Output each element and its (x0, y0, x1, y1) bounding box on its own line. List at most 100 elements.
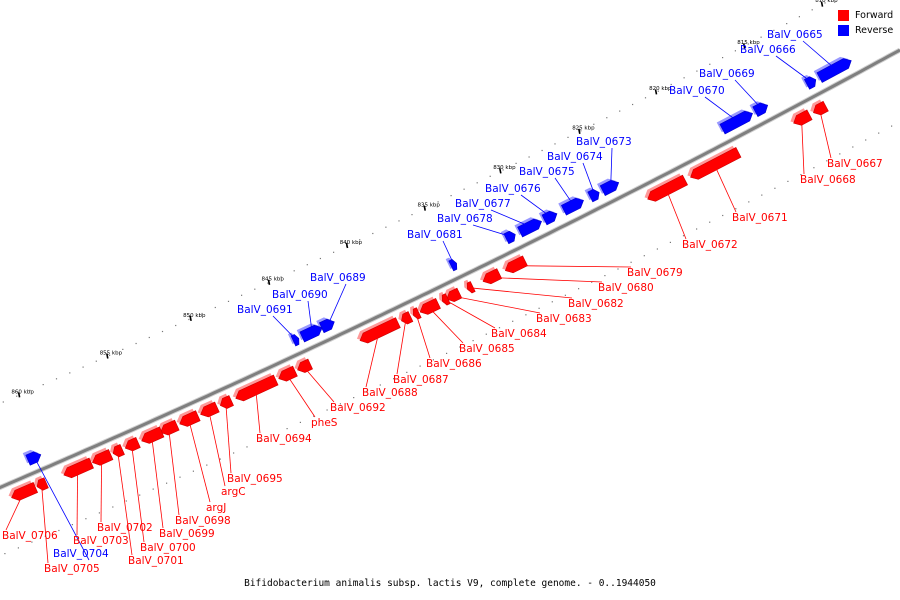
gene-BalV_0682[interactable] (462, 279, 476, 295)
tick-label: 835 kbp (418, 202, 441, 208)
gene-BalV_0695[interactable] (215, 393, 234, 412)
gene-label-BalV_0703[interactable]: BalV_0703 (73, 535, 129, 547)
gene-BalV_0694[interactable] (230, 372, 279, 404)
tick-mark (654, 89, 658, 95)
gene-leader-line (734, 79, 762, 109)
gene-label-BalV_0702[interactable]: BalV_0702 (97, 522, 153, 534)
gene-BalV_0690[interactable] (296, 320, 325, 343)
gene-pheS[interactable] (273, 363, 298, 384)
gene-label-BalV_0681[interactable]: BalV_0681 (407, 229, 463, 241)
gene-BalV_0669[interactable] (749, 98, 771, 118)
scale-dot (722, 57, 724, 59)
gene-label-BalV_0698[interactable]: BalV_0698 (175, 515, 231, 527)
gene-BalV_0667[interactable] (808, 99, 829, 119)
gene-label-BalV_0683[interactable]: BalV_0683 (536, 313, 592, 325)
gene-argJ[interactable] (174, 408, 201, 430)
gene-label-BalV_0686[interactable]: BalV_0686 (426, 358, 482, 370)
gene-label-BalV_0691[interactable]: BalV_0691 (237, 304, 293, 316)
gene-BalV_0675[interactable] (558, 193, 586, 216)
gene-label-BalV_0699[interactable]: BalV_0699 (159, 528, 215, 540)
gene-label-BalV_0680[interactable]: BalV_0680 (598, 282, 654, 294)
gene-label-pheS[interactable]: pheS (311, 417, 338, 429)
gene-label-BalV_0687[interactable]: BalV_0687 (393, 374, 449, 386)
gene-BalV_0678[interactable] (500, 227, 518, 245)
gene-BalV_0704[interactable] (22, 447, 43, 466)
gene-label-BalV_0704[interactable]: BalV_0704 (53, 548, 109, 560)
gene-label-BalV_0675[interactable]: BalV_0675 (519, 166, 575, 178)
backbone-line (0, 48, 900, 490)
scale-dot (201, 312, 203, 315)
gene-label-BalV_0690[interactable]: BalV_0690 (272, 289, 328, 301)
gene-BalV_0665[interactable] (813, 53, 854, 83)
gene-BalV_0671[interactable] (685, 145, 742, 183)
gene-label-BalV_0684[interactable]: BalV_0684 (491, 328, 547, 340)
gene-BalV_0681[interactable] (445, 256, 459, 272)
tick-mark (423, 205, 426, 211)
gene-BalV_0668[interactable] (788, 107, 813, 129)
scale-dot (811, 9, 813, 11)
gene-BalV_0698[interactable] (155, 417, 180, 438)
gene-BalV_0705[interactable] (32, 475, 49, 493)
gene-label-BalV_0706[interactable]: BalV_0706 (2, 530, 58, 542)
gene-label-BalV_0679[interactable]: BalV_0679 (627, 267, 683, 279)
gene-label-BalV_0705[interactable]: BalV_0705 (44, 563, 100, 575)
gene-BalV_0691[interactable] (287, 331, 301, 347)
gene-arrow (112, 444, 125, 458)
scale-dot (734, 50, 736, 52)
gene-label-BalV_0682[interactable]: BalV_0682 (568, 298, 624, 310)
scale-dot (58, 529, 60, 532)
gene-label-BalV_0671[interactable]: BalV_0671 (732, 212, 788, 224)
gene-BalV_0687[interactable] (396, 309, 414, 327)
gene-label-BalV_0685[interactable]: BalV_0685 (459, 343, 515, 355)
gene-arrow (466, 281, 476, 294)
gene-label-BalV_0688[interactable]: BalV_0688 (362, 387, 418, 399)
gene-BalV_0673[interactable] (597, 175, 621, 197)
gene-label-BalV_0674[interactable]: BalV_0674 (547, 151, 603, 163)
gene-BalV_0677[interactable] (514, 214, 544, 238)
gene-label-BalV_0669[interactable]: BalV_0669 (699, 68, 755, 80)
gene-BalV_0692[interactable] (292, 356, 313, 375)
gene-label-BalV_0665[interactable]: BalV_0665 (767, 29, 823, 41)
gene-label-BalV_0692[interactable]: BalV_0692 (330, 402, 386, 414)
gene-BalV_0702[interactable] (87, 447, 114, 469)
gene-label-BalV_0666[interactable]: BalV_0666 (740, 44, 796, 56)
gene-BalV_0688[interactable] (355, 315, 401, 347)
gene-BalV_0684[interactable] (437, 291, 451, 307)
gene-label-BalV_0700[interactable]: BalV_0700 (140, 542, 196, 554)
gene-BalV_0706[interactable] (6, 480, 39, 504)
gene-BalV_0685[interactable] (415, 296, 441, 318)
scale-dot (179, 476, 181, 478)
gene-BalV_0703[interactable] (59, 455, 94, 481)
gene-label-BalV_0695[interactable]: BalV_0695 (227, 473, 283, 485)
gene-BalV_0672[interactable] (642, 172, 688, 205)
gene-label-BalV_0677[interactable]: BalV_0677 (455, 198, 511, 210)
gene-label-BalV_0672[interactable]: BalV_0672 (682, 239, 738, 251)
gene-label-BalV_0667[interactable]: BalV_0667 (827, 158, 883, 170)
gene-label-BalV_0673[interactable]: BalV_0673 (576, 136, 632, 148)
gene-BalV_0701[interactable] (108, 442, 125, 460)
gene-label-BalV_0701[interactable]: BalV_0701 (128, 555, 184, 567)
gene-arrow (587, 189, 600, 203)
gene-BalV_0699[interactable] (136, 424, 165, 447)
gene-label-BalV_0694[interactable]: BalV_0694 (256, 433, 312, 445)
gene-label-BalV_0678[interactable]: BalV_0678 (437, 213, 493, 225)
gene-BalV_0676[interactable] (538, 206, 560, 226)
scale-dot (800, 174, 802, 176)
scale-dot (293, 270, 295, 272)
scale-dot (152, 488, 154, 490)
gene-label-argJ[interactable]: argJ (206, 502, 226, 514)
gene-BalV_0680[interactable] (478, 266, 503, 287)
gene-label-argC[interactable]: argC (221, 486, 246, 498)
gene-leader-line (610, 147, 613, 187)
gene-label-BalV_0676[interactable]: BalV_0676 (485, 183, 541, 195)
gene-BalV_0679[interactable] (500, 253, 528, 276)
gene-label-BalV_0689[interactable]: BalV_0689 (310, 272, 366, 284)
gene-label-BalV_0670[interactable]: BalV_0670 (669, 85, 725, 97)
gene-BalV_0670[interactable] (716, 106, 755, 135)
gene-BalV_0700[interactable] (120, 435, 141, 454)
gene-BalV_0666[interactable] (801, 72, 818, 90)
gene-leader-line (442, 240, 455, 265)
gene-label-BalV_0668[interactable]: BalV_0668 (800, 174, 856, 186)
tick-label: 815 kbp (737, 40, 760, 46)
